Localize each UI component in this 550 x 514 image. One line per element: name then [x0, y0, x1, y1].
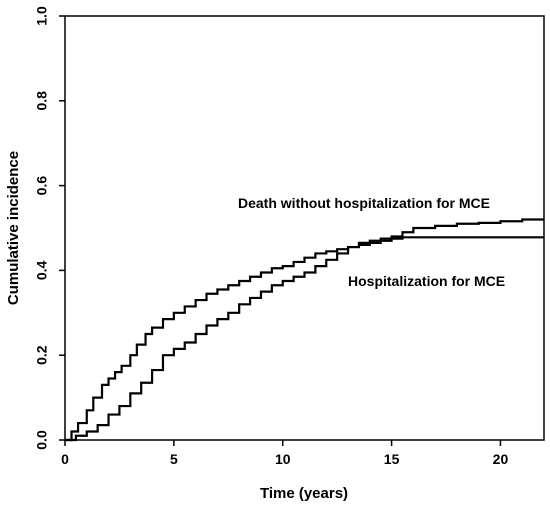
curves: [65, 218, 544, 442]
series-label-hospitalization: Hospitalization for MCE: [348, 273, 505, 289]
x-tick-label: 5: [170, 451, 178, 467]
y-axis: 0.0 0.2 0.4 0.6 0.8 1.0: [34, 6, 65, 450]
series-label-death-without-hospitalization: Death without hospitalization for MCE: [238, 195, 490, 211]
x-tick-label: 10: [275, 451, 291, 467]
y-tick-label: 0.8: [34, 91, 50, 111]
x-tick-label: 20: [493, 451, 509, 467]
x-axis-title: Time (years): [260, 485, 348, 502]
y-tick-label: 0.2: [34, 345, 50, 365]
y-tick-label: 0.0: [34, 430, 50, 450]
y-axis-title: Cumulative incidence: [5, 151, 22, 305]
y-tick-label: 0.6: [34, 176, 50, 196]
x-tick-label: 15: [384, 451, 400, 467]
series-line-hospitalization: [65, 218, 544, 442]
x-axis: 0 5 10 15 20: [61, 440, 508, 467]
y-tick-label: 0.4: [34, 260, 50, 280]
x-tick-label: 0: [61, 451, 69, 467]
plot-frame: [64, 15, 545, 441]
y-tick-label: 1.0: [34, 6, 50, 26]
